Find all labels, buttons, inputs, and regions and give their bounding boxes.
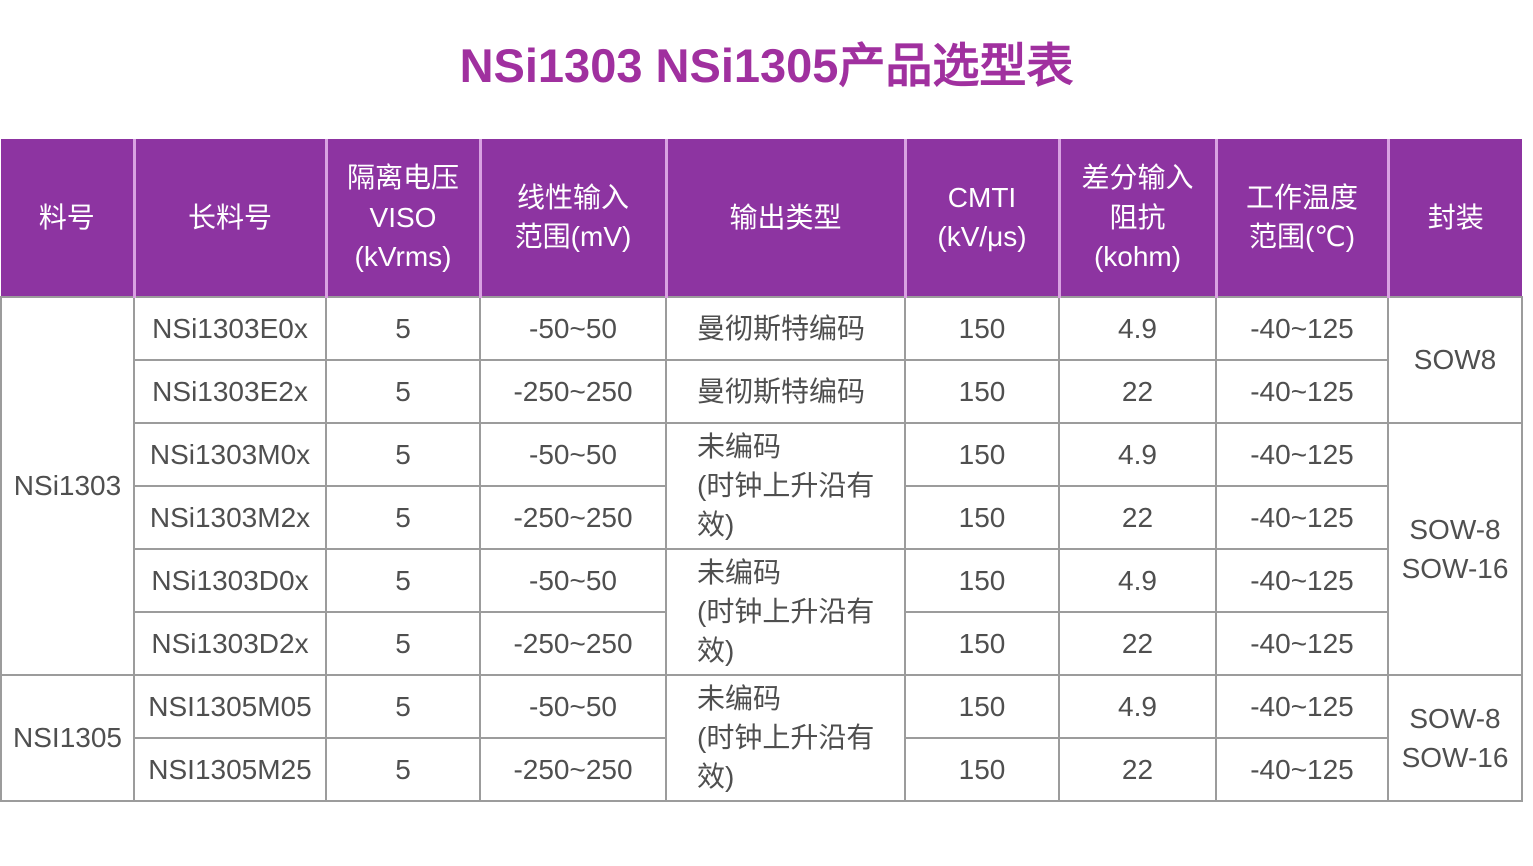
impedance-cell: 4.9 [1058, 673, 1217, 739]
temp-range-cell: -40~125 [1215, 610, 1389, 676]
table-row: NSi1303M0x 5 -50~50 未编码 (时钟上升沿有效) 150 4.… [1, 421, 1523, 676]
temp-range-cell: -40~125 [1215, 295, 1389, 361]
table-row: NSi1303M2x 5 -250~250 150 22 -40~125 [1, 484, 1522, 550]
linear-range-cell: -50~50 [479, 295, 667, 361]
temp-range-cell: -40~125 [1215, 547, 1389, 613]
col-header-impedance: 差分输入 阻抗 (kohm) [1057, 138, 1216, 297]
viso-cell: 5 [325, 484, 481, 550]
temp-range-cell: -40~125 [1215, 736, 1389, 802]
table-row: NSI1305M25 5 -250~250 150 22 -40~125 [1, 736, 1522, 802]
linear-range-cell: -50~50 [479, 673, 667, 739]
viso-cell: 5 [325, 358, 481, 424]
temp-range-cell: -40~125 [1215, 421, 1389, 487]
viso-cell: 5 [325, 610, 481, 676]
part-number-cell: NSI1305M05 [133, 673, 327, 739]
linear-range-cell: -250~250 [479, 736, 667, 802]
part-number-cell: NSi1303M2x [133, 484, 327, 550]
part-number-cell: NSI1305M25 [133, 736, 327, 802]
col-header-output-type: 输出类型 [664, 138, 905, 297]
part-number-cell: NSi1303M0x [133, 421, 327, 487]
part-number-cell: NSi1303E0x [133, 295, 327, 361]
viso-cell: 5 [325, 736, 481, 802]
cmti-cell: 150 [904, 484, 1060, 550]
col-header-long-part: 长料号 [132, 138, 326, 297]
viso-cell: 5 [325, 547, 481, 613]
cmti-cell: 150 [904, 547, 1060, 613]
linear-range-cell: -250~250 [479, 358, 667, 424]
output-type-cell: 未编码 (时钟上升沿有效) [665, 421, 906, 550]
table-header: 料号 长料号 隔离电压 VISO (kVrms) 线性输入 范围(mV) 输出类… [1, 138, 1522, 297]
col-header-linear-input: 线性输入 范围(mV) [478, 138, 666, 297]
cmti-cell: 150 [904, 358, 1060, 424]
table-row: NSi1303D0x 5 -50~50 未编码 (时钟上升沿有效) 150 4.… [1, 547, 1522, 676]
viso-cell: 5 [325, 673, 481, 739]
temp-range-cell: -40~125 [1215, 358, 1389, 424]
cmti-cell: 150 [904, 673, 1060, 739]
output-type-cell: 曼彻斯特编码 [665, 358, 906, 424]
page-title: NSi1303 NSi1305产品选型表 [459, 39, 1074, 92]
table-row: NSI1305 NSI1305M05 5 -50~50 未编码 (时钟上升沿有效… [0, 673, 1523, 802]
table-row: NSi1303 NSi1303E0x 5 -50~50 曼彻斯特编码 150 4… [0, 295, 1523, 676]
temp-range-cell: -40~125 [1215, 484, 1389, 550]
group-cell-nsi1303: NSi1303 [0, 295, 135, 676]
linear-range-cell: -50~50 [479, 421, 667, 487]
part-number-cell: NSi1303D2x [133, 610, 327, 676]
impedance-cell: 22 [1058, 484, 1217, 550]
impedance-cell: 4.9 [1058, 421, 1217, 487]
col-header-temp-range: 工作温度 范围(℃) [1214, 138, 1388, 297]
table-body: NSi1303 NSi1303E0x 5 -50~50 曼彻斯特编码 150 4… [0, 295, 1523, 802]
impedance-cell: 4.9 [1058, 295, 1217, 361]
viso-cell: 5 [325, 421, 481, 487]
package-cell: SOW8 [1387, 295, 1523, 424]
output-type-cell: 曼彻斯特编码 [665, 295, 906, 361]
col-header-part: 料号 [1, 138, 134, 297]
cmti-cell: 150 [904, 610, 1060, 676]
output-type-cell: 未编码 (时钟上升沿有效) [665, 547, 906, 676]
impedance-cell: 22 [1058, 358, 1217, 424]
cmti-cell: 150 [904, 295, 1060, 361]
col-header-cmti: CMTI (kV/μs) [903, 138, 1059, 297]
impedance-cell: 4.9 [1058, 547, 1217, 613]
package-cell: SOW-8 SOW-16 [1387, 673, 1523, 802]
impedance-cell: 22 [1058, 610, 1217, 676]
col-header-package: 封装 [1386, 138, 1522, 297]
viso-cell: 5 [325, 295, 481, 361]
cmti-cell: 150 [904, 736, 1060, 802]
col-header-viso: 隔离电压 VISO (kVrms) [324, 138, 480, 297]
package-cell: SOW-8 SOW-16 [1387, 421, 1523, 676]
part-number-cell: NSi1303D0x [133, 547, 327, 613]
table-row: NSi1303E2x 5 -250~250 曼彻斯特编码 150 22 -40~… [1, 358, 1522, 424]
header-row: 料号 长料号 隔离电压 VISO (kVrms) 线性输入 范围(mV) 输出类… [1, 138, 1522, 297]
group-cell-nsi1305: NSI1305 [0, 673, 135, 802]
table-row: NSi1303D2x 5 -250~250 150 22 -40~125 [1, 610, 1522, 676]
cmti-cell: 150 [904, 421, 1060, 487]
output-type-cell: 未编码 (时钟上升沿有效) [665, 673, 906, 802]
linear-range-cell: -50~50 [479, 547, 667, 613]
linear-range-cell: -250~250 [479, 610, 667, 676]
impedance-cell: 22 [1058, 736, 1217, 802]
temp-range-cell: -40~125 [1215, 673, 1389, 739]
product-selection-table: 料号 长料号 隔离电压 VISO (kVrms) 线性输入 范围(mV) 输出类… [0, 138, 1523, 802]
linear-range-cell: -250~250 [479, 484, 667, 550]
part-number-cell: NSi1303E2x [133, 358, 327, 424]
